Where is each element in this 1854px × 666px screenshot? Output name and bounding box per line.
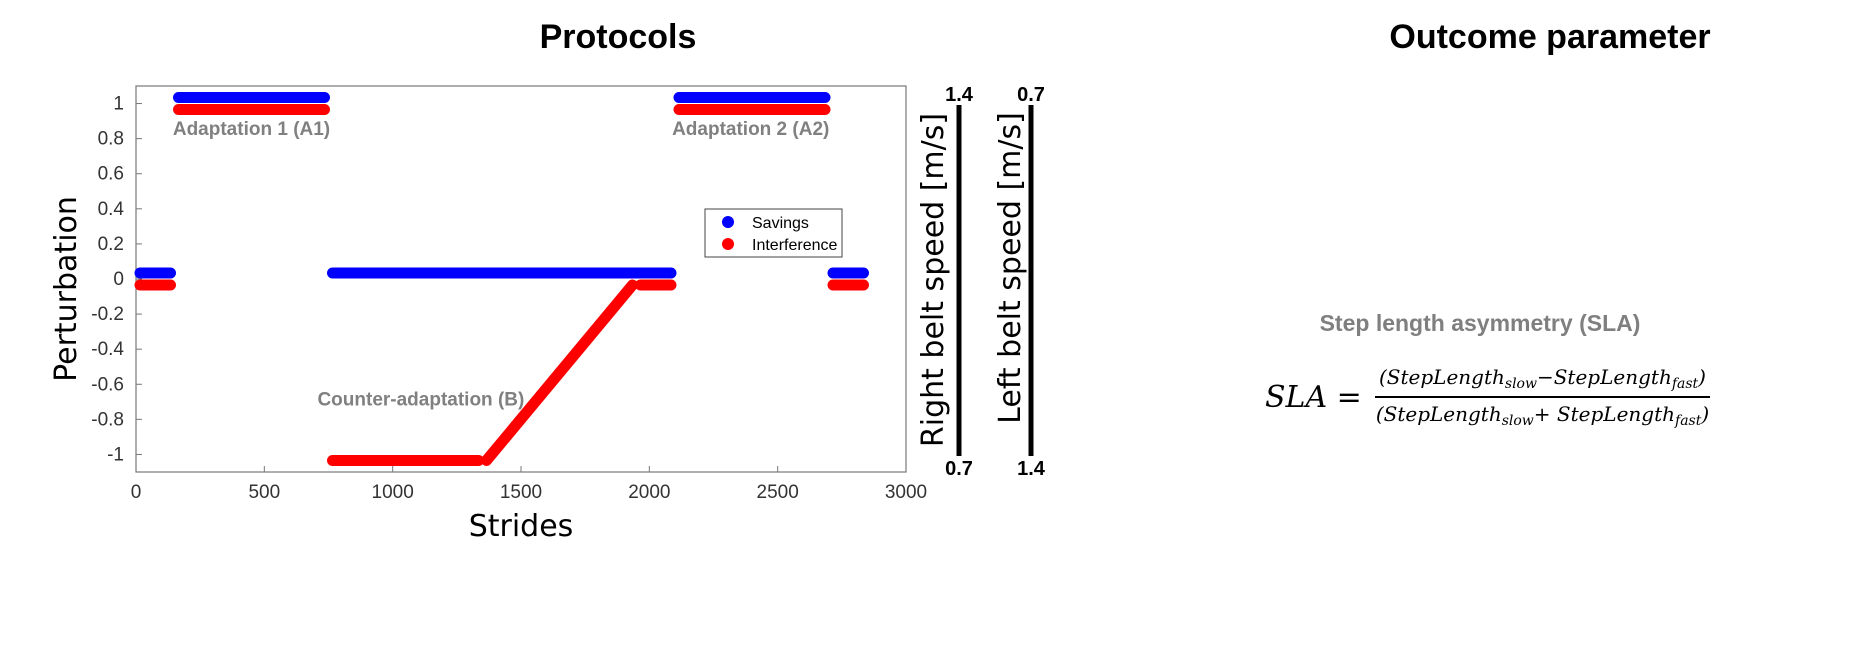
y-axis-label: Perturbation	[49, 196, 84, 382]
protocols-heading: Protocols	[539, 18, 697, 56]
num-sub-fast: fast	[1671, 376, 1699, 392]
sla-lhs: SLA =	[1265, 379, 1362, 415]
num-sub-slow: slow	[1504, 376, 1537, 392]
y-tick-label: 0.6	[98, 164, 124, 185]
y-tick-label: -0.6	[91, 374, 124, 395]
den-open: (StepLength	[1375, 402, 1502, 426]
legend-label-interference: Interference	[752, 237, 837, 254]
annotation-label: Adaptation 2 (A2)	[672, 119, 829, 140]
right-belt-speed-axis: Right belt speed [m/s] 1.4 0.7	[916, 84, 974, 480]
right-belt-speed-top: 1.4	[945, 84, 974, 106]
left-belt-speed-label: Left belt speed [m/s]	[993, 112, 1028, 424]
legend-label-savings: Savings	[752, 215, 809, 232]
den-close: )	[1701, 402, 1710, 426]
den-sub-slow: slow	[1501, 413, 1534, 429]
y-tick-label: -0.4	[91, 339, 124, 360]
num-close: )	[1698, 365, 1706, 389]
left-belt-speed-bottom: 1.4	[1017, 458, 1046, 480]
x-tick-label: 1500	[500, 482, 542, 503]
x-tick-label: 2000	[628, 482, 670, 503]
left-belt-speed-top: 0.7	[1017, 84, 1045, 106]
annotations: Adaptation 1 (A1) Adaptation 2 (A2) Counte…	[173, 119, 829, 410]
num-open: (StepLength	[1378, 365, 1505, 389]
legend-marker-savings	[722, 216, 734, 228]
den-mid: + StepLength	[1533, 402, 1676, 426]
right-belt-speed-bottom: 0.7	[945, 458, 973, 480]
sla-numerator: (StepLengthslow−StepLengthfast)	[1374, 365, 1710, 398]
perturbation-chart: 1 0.8 0.6 0.4 0.2 0 -0.2 -0.4 -0.6 -0.8 -1 0 500 100…	[49, 84, 1046, 544]
series-savings	[134, 92, 869, 279]
sla-formula: SLA = (StepLengthslow−StepLengthfast) (S…	[1265, 352, 1713, 442]
y-tick-label: 0.2	[98, 234, 124, 255]
x-axis: 0 500 1000 1500 2000 2500 3000	[131, 466, 927, 503]
x-tick-label: 2500	[757, 482, 799, 503]
series-layer	[134, 92, 869, 466]
right-belt-speed-label: Right belt speed [m/s]	[916, 113, 951, 447]
x-tick-label: 0	[131, 482, 142, 503]
y-tick-label: 0.4	[98, 199, 125, 220]
y-tick-label: 0	[113, 269, 124, 290]
annotation-label: Adaptation 1 (A1)	[173, 119, 330, 140]
sla-denominator: (StepLengthslow+ StepLengthfast)	[1372, 398, 1713, 429]
x-tick-label: 500	[248, 482, 280, 503]
num-mid: −StepLength	[1536, 365, 1672, 389]
sla-title: Step length asymmetry (SLA)	[1319, 310, 1641, 336]
x-tick-label: 1000	[372, 482, 414, 503]
y-tick-label: -1	[107, 444, 124, 465]
den-sub-fast: fast	[1675, 413, 1702, 429]
legend-marker-interference	[722, 238, 734, 250]
series-interference	[134, 104, 869, 466]
x-tick-label: 3000	[885, 482, 927, 503]
left-belt-speed-axis: Left belt speed [m/s] 0.7 1.4	[993, 84, 1046, 480]
annotation-label: Counter-adaptation (B)	[317, 389, 524, 410]
legend: Savings Interference	[704, 208, 843, 258]
outcome-heading: Outcome parameter	[1389, 18, 1711, 56]
x-axis-label: Strides	[469, 509, 574, 544]
sla-fraction: (StepLengthslow−StepLengthfast) (StepLen…	[1372, 365, 1713, 429]
series-segment	[481, 279, 638, 466]
y-axis: 1 0.8 0.6 0.4 0.2 0 -0.2 -0.4 -0.6 -0.8 -1	[91, 94, 142, 465]
y-tick-label: 0.8	[98, 129, 124, 150]
y-tick-label: -0.2	[91, 304, 124, 325]
y-tick-label: 1	[113, 94, 124, 115]
y-tick-label: -0.8	[91, 409, 124, 430]
